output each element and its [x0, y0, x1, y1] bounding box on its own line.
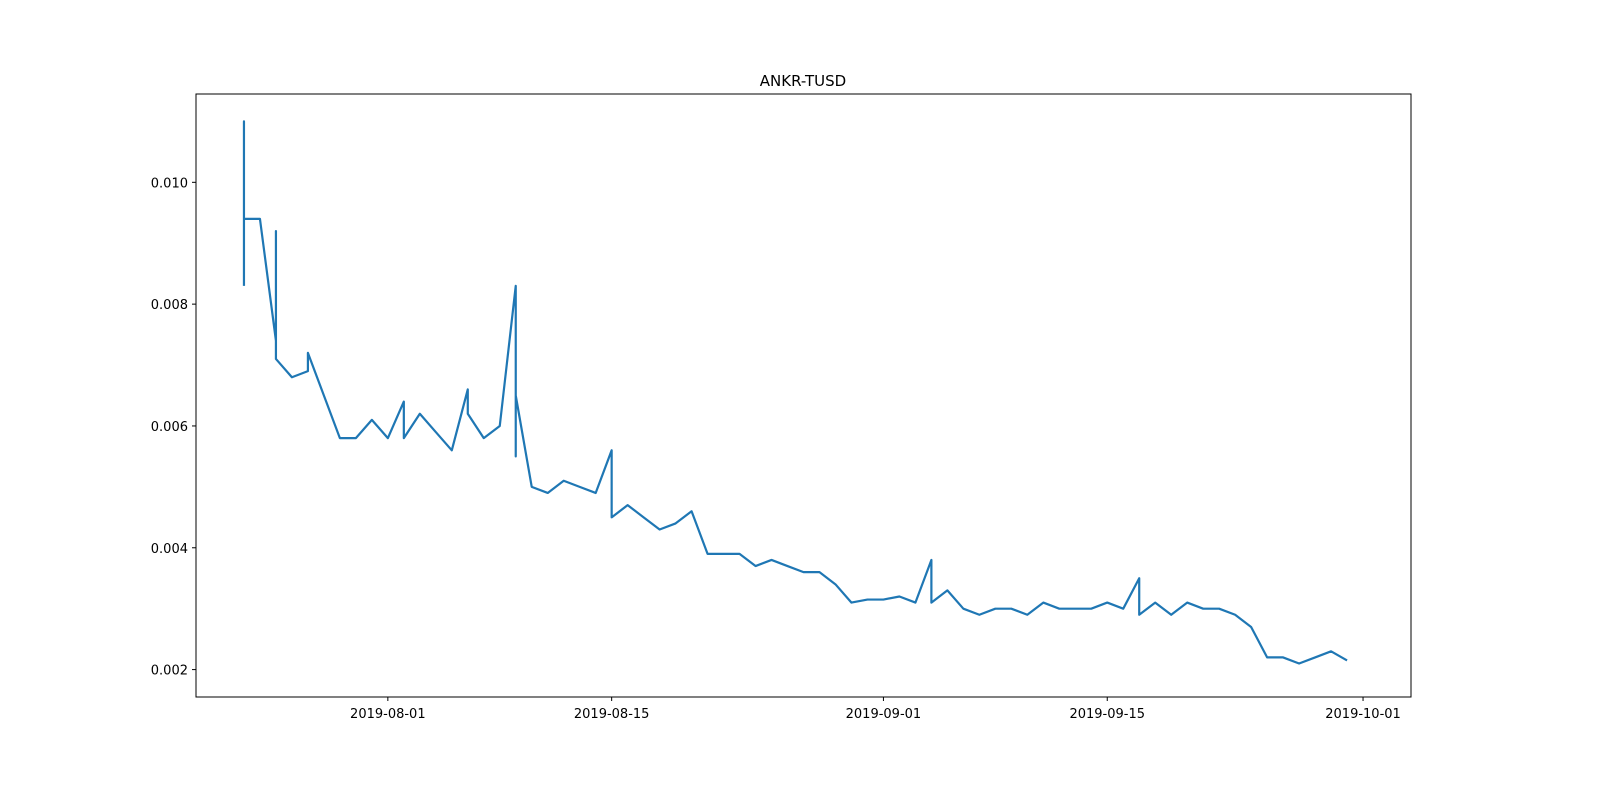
x-tick-label: 2019-08-01: [350, 707, 426, 722]
x-tick-label: 2019-08-15: [574, 707, 650, 722]
y-tick-label: 0.006: [151, 420, 188, 435]
y-tick-label: 0.004: [151, 542, 188, 557]
chart-title: ANKR-TUSD: [760, 72, 846, 90]
x-tick-label: 2019-09-15: [1069, 707, 1145, 722]
line: [242, 120, 1348, 665]
plot-frame: [195, 93, 1412, 698]
y-tick-label: 0.002: [151, 664, 188, 679]
x-tick-label: 2019-10-01: [1325, 707, 1401, 722]
y-tick-label: 0.010: [151, 176, 188, 191]
x-tick-label: 2019-09-01: [846, 707, 922, 722]
y-tick-label: 0.008: [151, 298, 188, 313]
